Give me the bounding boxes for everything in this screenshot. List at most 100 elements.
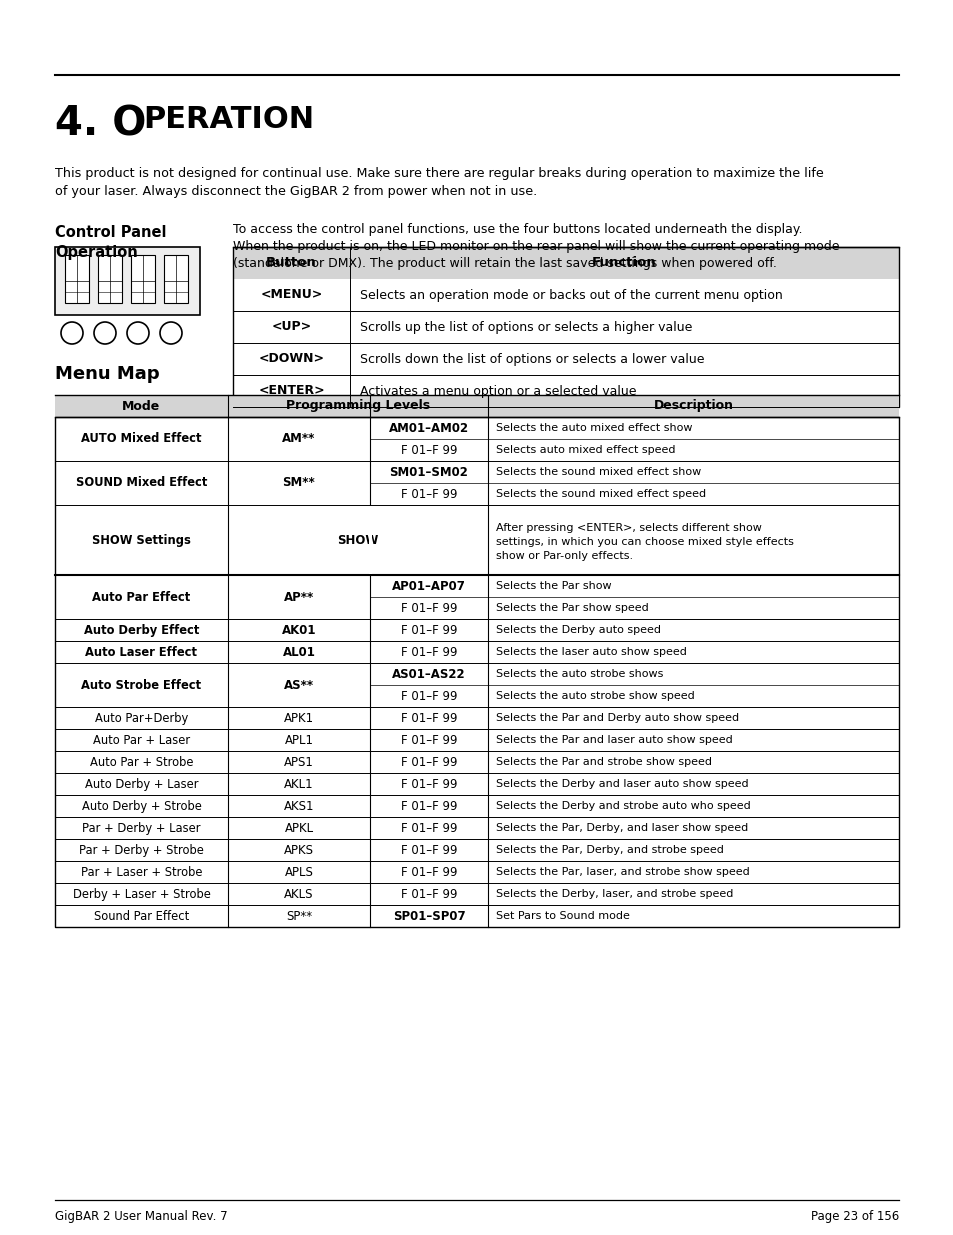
Text: Scrolls up the list of options or selects a higher value: Scrolls up the list of options or select… — [359, 321, 692, 333]
Text: When the product is on, the LED monitor on the rear panel will show the current : When the product is on, the LED monitor … — [233, 240, 839, 253]
Text: F 01–F 99: F 01–F 99 — [400, 488, 456, 500]
Bar — [65, 254, 89, 303]
Bar — [233, 247, 898, 279]
Text: SHOW: SHOW — [337, 534, 378, 547]
Text: F 01–F 99: F 01–F 99 — [400, 690, 456, 703]
Text: Auto Strobe Effect: Auto Strobe Effect — [81, 679, 201, 692]
Text: F 01–F 99: F 01–F 99 — [400, 646, 456, 659]
Text: AP01–AP07: AP01–AP07 — [392, 580, 465, 593]
Text: Selects the auto strobe shows: Selects the auto strobe shows — [496, 669, 662, 679]
Text: <ENTER>: <ENTER> — [258, 384, 324, 398]
Text: Par + Derby + Laser: Par + Derby + Laser — [82, 823, 200, 835]
Text: settings, in which you can choose mixed style effects: settings, in which you can choose mixed … — [496, 537, 793, 547]
Text: Button: Button — [266, 257, 316, 269]
Text: Selects the auto strobe show speed: Selects the auto strobe show speed — [496, 692, 694, 701]
Text: SHOW Settings: SHOW Settings — [92, 534, 191, 547]
Text: Mode: Mode — [122, 399, 160, 412]
Text: To access the control panel functions, use the four buttons located underneath t: To access the control panel functions, u… — [233, 224, 801, 236]
Text: F 01–F 99: F 01–F 99 — [400, 888, 456, 900]
Text: F 01–F 99: F 01–F 99 — [400, 711, 456, 725]
Text: F 01–F 99: F 01–F 99 — [400, 734, 456, 747]
Text: SM**: SM** — [282, 477, 315, 489]
Text: Selects the sound mixed effect show: Selects the sound mixed effect show — [496, 467, 700, 477]
Text: AK01: AK01 — [281, 624, 315, 637]
Text: Auto Laser Effect: Auto Laser Effect — [86, 646, 197, 659]
Text: Selects the Derby auto speed: Selects the Derby auto speed — [496, 625, 660, 635]
Bar — [55, 247, 200, 315]
Text: AL01: AL01 — [282, 646, 315, 659]
Text: AKL1: AKL1 — [284, 778, 314, 790]
Text: F 01–F 99: F 01–F 99 — [400, 756, 456, 769]
Text: SP01–SP07: SP01–SP07 — [393, 910, 465, 923]
Text: Selects the laser auto show speed: Selects the laser auto show speed — [496, 647, 686, 657]
Text: of your laser. Always disconnect the GigBAR 2 from power when not in use.: of your laser. Always disconnect the Gig… — [55, 185, 537, 198]
Text: APS1: APS1 — [284, 756, 314, 769]
Text: Selects the Par and laser auto show speed: Selects the Par and laser auto show spee… — [496, 735, 732, 746]
Bar — [233, 247, 898, 408]
Text: AM01–AM02: AM01–AM02 — [389, 421, 469, 435]
Text: SM01–SM02: SM01–SM02 — [389, 466, 468, 478]
Text: Auto Par+Derby: Auto Par+Derby — [94, 711, 188, 725]
Text: Selects the Derby and laser auto show speed: Selects the Derby and laser auto show sp… — [496, 779, 748, 789]
Text: Selects the auto mixed effect show: Selects the auto mixed effect show — [496, 424, 692, 433]
Text: F 01–F 99: F 01–F 99 — [400, 601, 456, 615]
Text: <DOWN>: <DOWN> — [258, 352, 324, 366]
Text: Selects the Par show: Selects the Par show — [496, 582, 611, 592]
Text: <MENU>: <MENU> — [260, 289, 322, 301]
Text: Selects an operation mode or backs out of the current menu option: Selects an operation mode or backs out o… — [359, 289, 781, 301]
Text: F 01–F 99: F 01–F 99 — [400, 866, 456, 879]
Text: Selects the Par show speed: Selects the Par show speed — [496, 604, 648, 614]
Text: Page 23 of 156: Page 23 of 156 — [810, 1210, 898, 1223]
Text: Selects the Derby, laser, and strobe speed: Selects the Derby, laser, and strobe spe… — [496, 889, 733, 899]
Text: AS**: AS** — [284, 679, 314, 692]
Text: Selects the Par and strobe show speed: Selects the Par and strobe show speed — [496, 757, 711, 767]
Bar — [369, 506, 372, 574]
Bar — [55, 417, 898, 927]
Text: SP**: SP** — [286, 910, 312, 923]
Text: Control Panel: Control Panel — [55, 225, 167, 240]
Bar — [131, 254, 154, 303]
Bar — [164, 254, 188, 303]
Text: GigBAR 2 User Manual Rev. 7: GigBAR 2 User Manual Rev. 7 — [55, 1210, 228, 1223]
Text: PERATION: PERATION — [143, 105, 314, 135]
Text: Activates a menu option or a selected value: Activates a menu option or a selected va… — [359, 384, 636, 398]
Text: APL1: APL1 — [284, 734, 314, 747]
Text: APLS: APLS — [284, 866, 314, 879]
Text: F 01–F 99: F 01–F 99 — [400, 443, 456, 457]
Text: F 01–F 99: F 01–F 99 — [400, 844, 456, 857]
Text: Selects the Derby and strobe auto who speed: Selects the Derby and strobe auto who sp… — [496, 802, 750, 811]
Text: Set Pars to Sound mode: Set Pars to Sound mode — [496, 911, 629, 921]
Text: Selects the Par, laser, and strobe show speed: Selects the Par, laser, and strobe show … — [496, 867, 749, 877]
Text: Auto Par Effect: Auto Par Effect — [92, 590, 191, 604]
Text: Auto Derby Effect: Auto Derby Effect — [84, 624, 199, 637]
Text: AP**: AP** — [284, 590, 314, 604]
Text: Menu Map: Menu Map — [55, 366, 159, 383]
Text: F 01–F 99: F 01–F 99 — [400, 778, 456, 790]
Text: Par + Laser + Strobe: Par + Laser + Strobe — [81, 866, 202, 879]
Text: <UP>: <UP> — [272, 321, 312, 333]
Text: (standalone or DMX). The product will retain the last saved settings when powere: (standalone or DMX). The product will re… — [233, 257, 776, 270]
Text: F 01–F 99: F 01–F 99 — [400, 624, 456, 637]
Text: Description: Description — [653, 399, 733, 412]
Text: AUTO Mixed Effect: AUTO Mixed Effect — [81, 432, 201, 446]
Text: This product is not designed for continual use. Make sure there are regular brea: This product is not designed for continu… — [55, 167, 822, 180]
Text: SOUND Mixed Effect: SOUND Mixed Effect — [75, 477, 207, 489]
Text: Auto Derby + Laser: Auto Derby + Laser — [85, 778, 198, 790]
Text: AKLS: AKLS — [284, 888, 314, 900]
Text: Selects the Par, Derby, and strobe speed: Selects the Par, Derby, and strobe speed — [496, 846, 723, 856]
Text: APKS: APKS — [284, 844, 314, 857]
Text: Par + Derby + Strobe: Par + Derby + Strobe — [79, 844, 204, 857]
Text: Auto Par + Laser: Auto Par + Laser — [92, 734, 190, 747]
Text: Operation: Operation — [55, 245, 137, 261]
Text: Derby + Laser + Strobe: Derby + Laser + Strobe — [72, 888, 211, 900]
Text: 4. O: 4. O — [55, 105, 146, 144]
Text: After pressing <ENTER>, selects different show: After pressing <ENTER>, selects differen… — [496, 524, 761, 534]
Text: Selects the sound mixed effect speed: Selects the sound mixed effect speed — [496, 489, 705, 499]
Text: Selects auto mixed effect speed: Selects auto mixed effect speed — [496, 445, 675, 454]
Text: Programming Levels: Programming Levels — [286, 399, 430, 412]
Text: APKL: APKL — [284, 823, 314, 835]
Text: Auto Par + Strobe: Auto Par + Strobe — [90, 756, 193, 769]
Text: AKS1: AKS1 — [283, 800, 314, 813]
Text: AM**: AM** — [282, 432, 315, 446]
Bar — [98, 254, 122, 303]
